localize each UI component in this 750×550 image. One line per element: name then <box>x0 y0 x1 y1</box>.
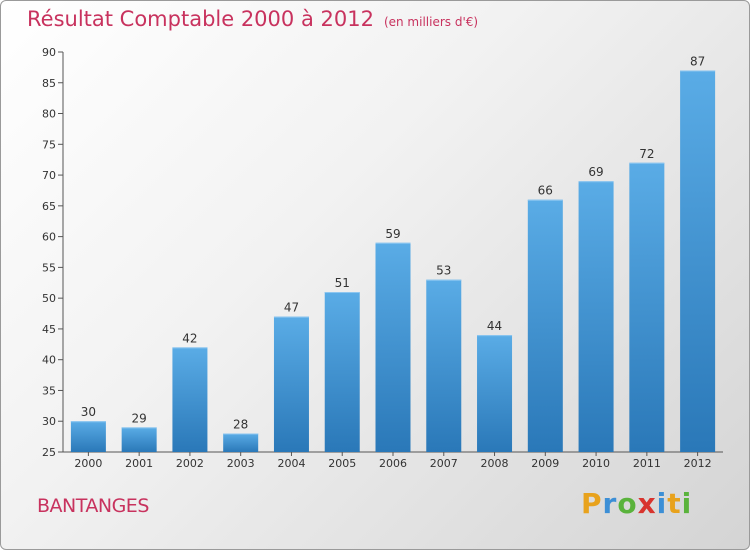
data-label-2012: 87 <box>690 54 705 68</box>
logo-letter: i <box>681 487 693 520</box>
bar-2006 <box>375 242 411 452</box>
logo-letter: x <box>637 487 657 520</box>
bars: 30 29 42 28 47 51 59 53 44 66 69 72 87 <box>70 54 716 452</box>
bar-2012 <box>680 70 716 452</box>
logo-letter: r <box>602 487 618 520</box>
y-tick-label: 85 <box>42 77 56 90</box>
bar-2009 <box>527 199 563 452</box>
chart-title-text: Résultat Comptable 2000 à 2012 <box>27 7 374 31</box>
data-label-2002: 42 <box>182 331 197 345</box>
x-tick-label-2008: 2008 <box>481 457 509 470</box>
x-tick-label-2000: 2000 <box>74 457 102 470</box>
x-tick-label-2005: 2005 <box>328 457 356 470</box>
y-tick-label: 50 <box>42 292 56 305</box>
x-tick-label-2002: 2002 <box>176 457 204 470</box>
x-tick-label-2012: 2012 <box>684 457 712 470</box>
data-label-2004: 47 <box>284 301 299 315</box>
y-tick-label: 45 <box>42 323 56 336</box>
bar-2001 <box>121 427 157 452</box>
y-tick-label: 55 <box>42 261 56 274</box>
data-label-2005: 51 <box>335 276 350 290</box>
data-label-2000: 30 <box>81 405 96 419</box>
logo-letter: P <box>581 487 603 520</box>
data-label-2010: 69 <box>588 165 603 179</box>
axes: 25 30 35 40 45 50 55 60 65 70 75 80 85 90 2000 2001 2002… <box>42 46 723 470</box>
data-label-2006: 59 <box>385 227 400 241</box>
data-label-2003: 28 <box>233 418 248 432</box>
bar-2010 <box>578 181 614 452</box>
y-tick-label: 30 <box>42 415 56 428</box>
bar-2003 <box>223 433 259 452</box>
x-tick-label-2007: 2007 <box>430 457 458 470</box>
bar-2011 <box>629 162 665 452</box>
bar-2005 <box>324 292 360 452</box>
bar-2000 <box>70 421 106 452</box>
y-tick-label: 25 <box>42 446 56 459</box>
proxiti-logo[interactable]: Proxiti <box>581 487 692 520</box>
data-label-2007: 53 <box>436 264 451 278</box>
x-tick-label-2004: 2004 <box>277 457 305 470</box>
x-tick-label-2001: 2001 <box>125 457 153 470</box>
bar-2008 <box>477 335 513 452</box>
x-tick-label-2009: 2009 <box>531 457 559 470</box>
bar-2004 <box>273 316 309 452</box>
y-tick-label: 35 <box>42 384 56 397</box>
data-label-2008: 44 <box>487 319 502 333</box>
chart-subtitle: (en milliers d'€) <box>383 15 479 29</box>
bar-2002 <box>172 347 208 452</box>
x-tick-label-2010: 2010 <box>582 457 610 470</box>
data-label-2001: 29 <box>132 411 147 425</box>
bar-2007 <box>426 279 462 452</box>
town-name: BANTANGES <box>37 495 149 517</box>
y-tick-label: 65 <box>42 200 56 213</box>
y-tick-label: 40 <box>42 354 56 367</box>
y-tick-label: 60 <box>42 231 56 244</box>
chart-title: Résultat Comptable 2000 à 2012 (en millie… <box>27 7 478 31</box>
x-tick-label-2011: 2011 <box>633 457 661 470</box>
logo-letter: o <box>617 487 638 520</box>
y-tick-label: 90 <box>42 46 56 59</box>
y-tick-label: 70 <box>42 169 56 182</box>
y-tick-label: 80 <box>42 108 56 121</box>
y-tick-label: 75 <box>42 138 56 151</box>
data-label-2009: 66 <box>538 184 553 198</box>
logo-letter: i <box>656 487 668 520</box>
data-label-2011: 72 <box>639 147 654 161</box>
logo-letter: t <box>667 487 682 520</box>
x-tick-label-2006: 2006 <box>379 457 407 470</box>
x-tick-label-2003: 2003 <box>227 457 255 470</box>
